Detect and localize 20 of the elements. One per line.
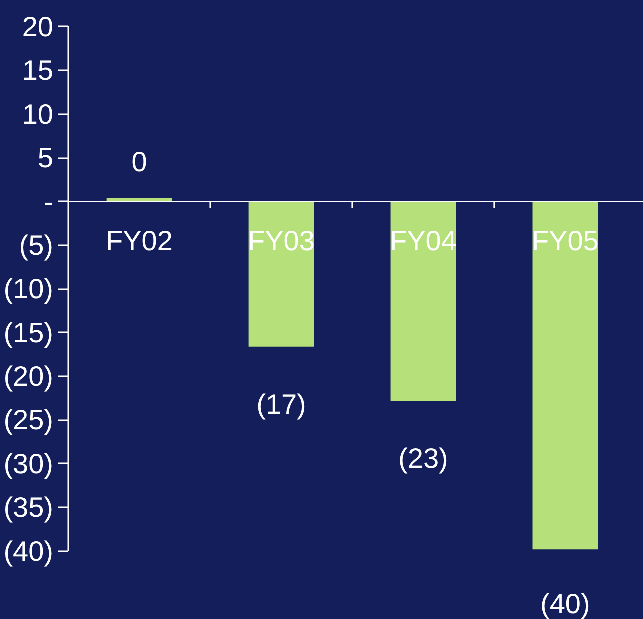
- y-tick-label: -: [44, 186, 54, 218]
- y-tick-label: 5: [38, 142, 54, 174]
- data-label: (40): [540, 588, 590, 619]
- y-tick-label: (15): [4, 317, 54, 348]
- x-tick-label: FY05: [532, 226, 599, 257]
- y-tick-label: 20: [22, 11, 54, 42]
- y-tick-label: (30): [4, 448, 54, 480]
- y-tick-label: (5): [19, 230, 54, 261]
- data-label: 0: [132, 146, 148, 178]
- y-tick-label: 10: [22, 98, 54, 130]
- y-tick-label: (35): [4, 492, 54, 524]
- y-tick-label: 15: [22, 55, 54, 86]
- y-tick-label: (10): [4, 274, 54, 305]
- y-tick-label: (20): [4, 361, 54, 392]
- x-tick-label: FY03: [248, 226, 315, 257]
- x-tick-label: FY02: [106, 226, 173, 257]
- data-label: (17): [256, 389, 306, 420]
- y-tick-label: (40): [4, 536, 54, 567]
- data-label: (23): [398, 443, 448, 474]
- y-tick-label: (25): [4, 404, 54, 436]
